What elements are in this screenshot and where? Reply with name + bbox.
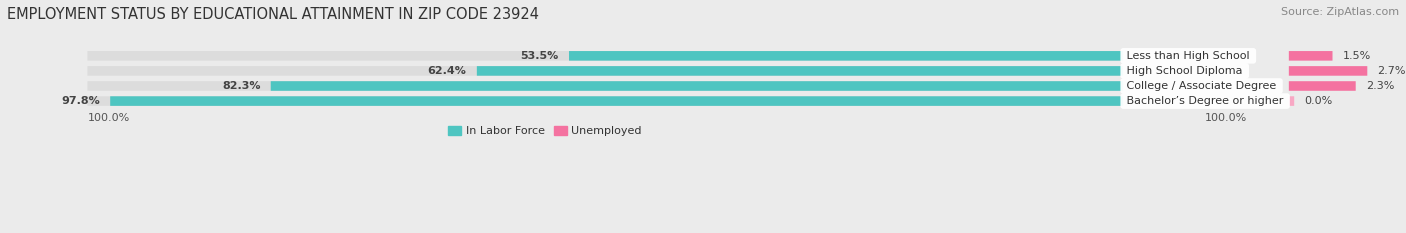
Legend: In Labor Force, Unemployed: In Labor Force, Unemployed — [443, 121, 647, 140]
FancyBboxPatch shape — [271, 81, 1123, 91]
Text: 97.8%: 97.8% — [62, 96, 100, 106]
Text: 2.7%: 2.7% — [1378, 66, 1406, 76]
Text: Less than High School: Less than High School — [1123, 51, 1253, 61]
FancyBboxPatch shape — [1289, 66, 1367, 76]
Text: 100.0%: 100.0% — [87, 113, 129, 123]
Text: 0.0%: 0.0% — [1305, 96, 1333, 106]
Text: High School Diploma: High School Diploma — [1123, 66, 1246, 76]
Text: 100.0%: 100.0% — [1205, 113, 1247, 123]
Text: EMPLOYMENT STATUS BY EDUCATIONAL ATTAINMENT IN ZIP CODE 23924: EMPLOYMENT STATUS BY EDUCATIONAL ATTAINM… — [7, 7, 538, 22]
Text: 53.5%: 53.5% — [520, 51, 558, 61]
FancyBboxPatch shape — [1289, 81, 1355, 91]
Text: 2.3%: 2.3% — [1367, 81, 1395, 91]
Text: Bachelor’s Degree or higher: Bachelor’s Degree or higher — [1123, 96, 1286, 106]
FancyBboxPatch shape — [1289, 51, 1333, 61]
FancyBboxPatch shape — [1289, 96, 1294, 106]
Text: 62.4%: 62.4% — [427, 66, 467, 76]
FancyBboxPatch shape — [110, 96, 1123, 106]
Text: Source: ZipAtlas.com: Source: ZipAtlas.com — [1281, 7, 1399, 17]
FancyBboxPatch shape — [87, 66, 1123, 76]
Text: College / Associate Degree: College / Associate Degree — [1123, 81, 1279, 91]
FancyBboxPatch shape — [87, 51, 1123, 61]
FancyBboxPatch shape — [87, 81, 1123, 91]
Text: 82.3%: 82.3% — [222, 81, 260, 91]
FancyBboxPatch shape — [569, 51, 1123, 61]
FancyBboxPatch shape — [87, 96, 1123, 106]
Text: 1.5%: 1.5% — [1343, 51, 1371, 61]
FancyBboxPatch shape — [477, 66, 1123, 76]
